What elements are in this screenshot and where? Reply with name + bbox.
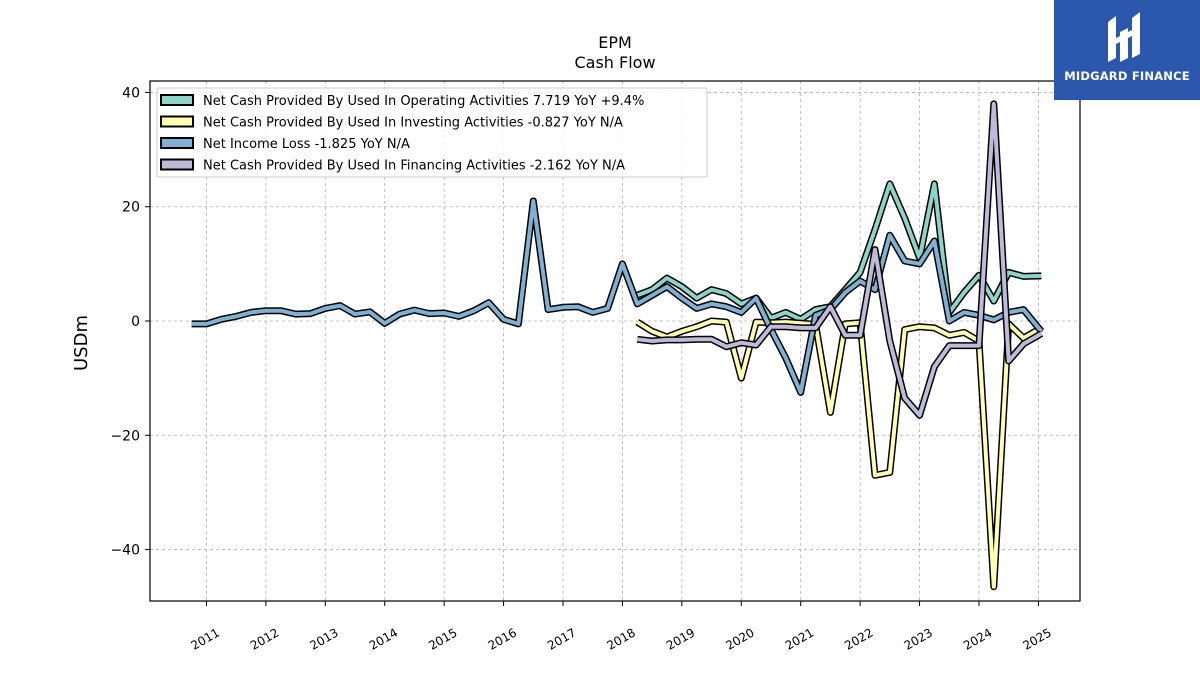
- y-axis-label: USDm: [71, 315, 92, 371]
- legend-swatch: [160, 158, 194, 171]
- legend-entry: Net Cash Provided By Used In Investing A…: [203, 116, 623, 131]
- plot-frame: [149, 80, 1081, 602]
- y-tick-label: −20: [110, 428, 140, 444]
- y-tick-label: −40: [110, 543, 140, 559]
- legend-entry: Net Cash Provided By Used In Financing A…: [203, 159, 625, 174]
- legend-swatch: [160, 94, 194, 106]
- legend-box: [156, 87, 708, 178]
- brand-name: MIDGARD FINANCE: [1064, 69, 1190, 83]
- y-tick-label: 0: [131, 314, 140, 330]
- legend-entry: Net Cash Provided By Used In Operating A…: [203, 94, 644, 109]
- chart-title: EPM: [598, 33, 632, 52]
- legend-swatch: [160, 137, 194, 149]
- series-net-cash-provided-by-used-in-financing-activities: [636, 100, 1044, 419]
- series-lines: [191, 100, 1045, 591]
- series-net-cash-provided-by-used-in-investing-activities: [635, 317, 1044, 591]
- chart-subtitle: Cash Flow: [574, 53, 655, 72]
- series-line: [636, 319, 1043, 589]
- brand-mark-icon: [1108, 12, 1140, 62]
- series-net-income-loss: [191, 197, 1045, 396]
- y-tick-label: 20: [122, 200, 140, 216]
- legend-entry: Net Income Loss -1.825 YoY N/A: [203, 137, 410, 152]
- series-line: [191, 199, 1043, 395]
- legend-swatch: [160, 115, 194, 128]
- y-tick-label: 40: [122, 85, 140, 101]
- chart-legend: Net Cash Provided By Used In Operating A…: [156, 87, 708, 178]
- brand-logo: MIDGARD FINANCE: [1054, 0, 1200, 100]
- series-line: [637, 101, 1043, 418]
